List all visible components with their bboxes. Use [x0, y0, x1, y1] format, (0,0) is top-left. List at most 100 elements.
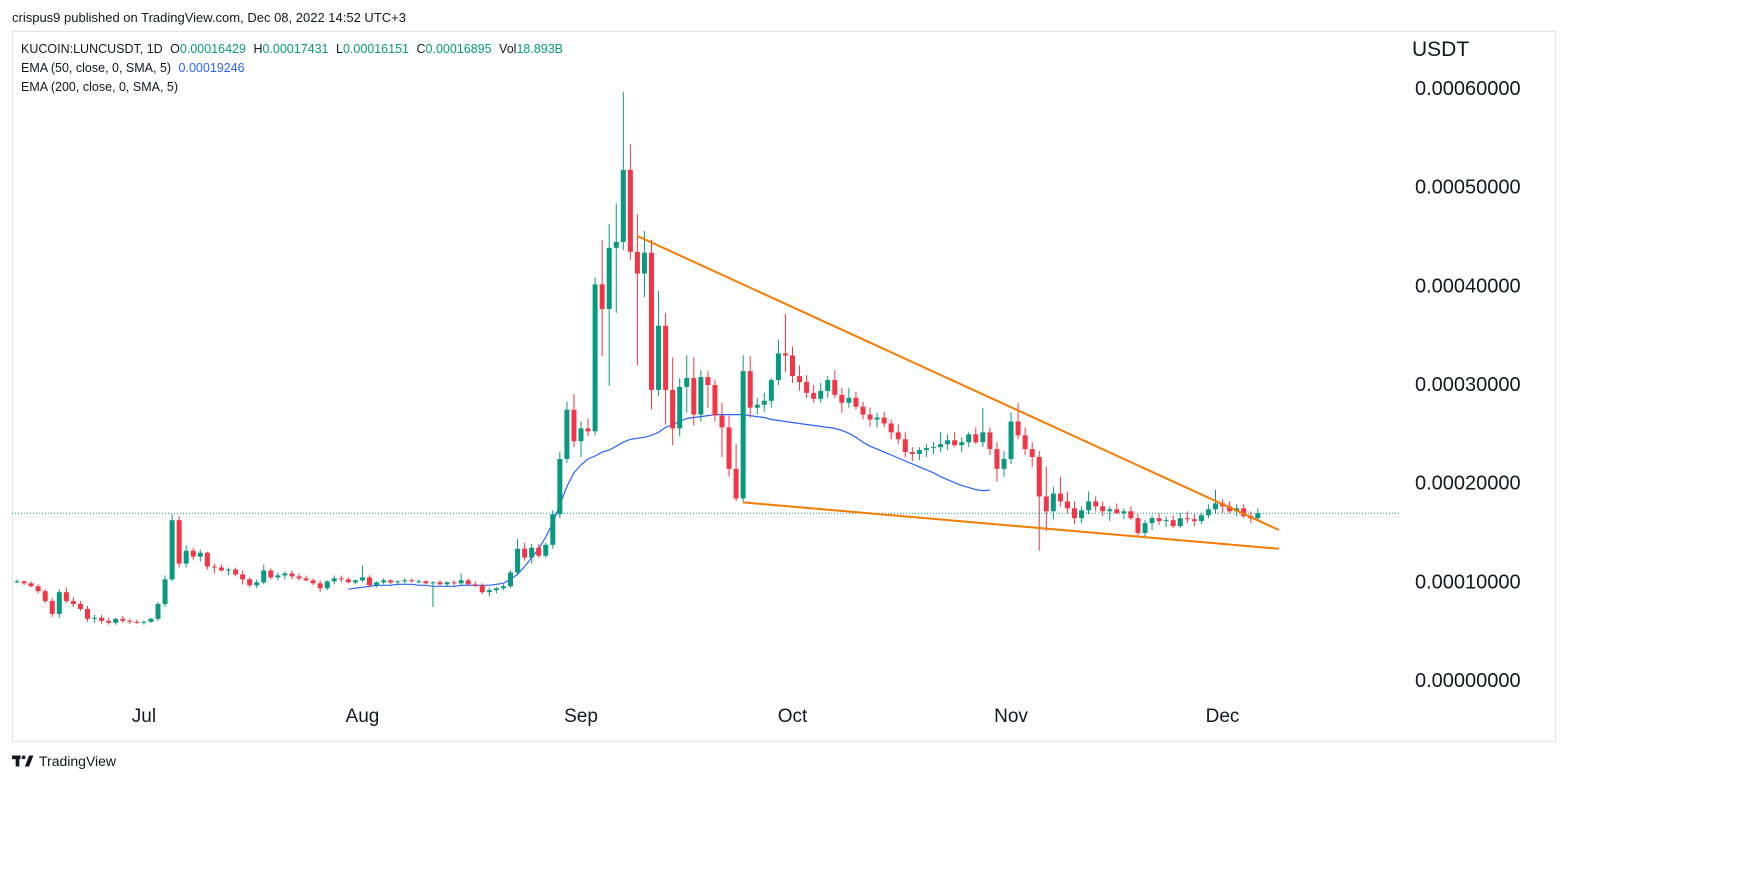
candle-body: [92, 617, 98, 619]
publisher-caption: crispus9 published on TradingView.com, D…: [12, 10, 406, 25]
candle-body: [1015, 421, 1021, 436]
candle-body: [641, 252, 647, 274]
candle: [606, 224, 612, 386]
candle-body: [895, 432, 901, 440]
candle: [42, 589, 48, 604]
candle: [500, 584, 506, 591]
candle-body: [226, 569, 231, 571]
candle: [1241, 504, 1247, 519]
candle-body: [233, 569, 239, 575]
candle: [557, 452, 563, 519]
candle: [275, 572, 281, 581]
candle-body: [1191, 519, 1197, 522]
candle: [768, 378, 774, 408]
candle-body: [606, 247, 612, 310]
candle-body: [1057, 493, 1063, 502]
candle: [909, 447, 915, 461]
candle-body: [1043, 496, 1049, 512]
candle-body: [733, 468, 739, 499]
candle-body: [120, 618, 126, 621]
legend-high-label: H: [253, 42, 263, 56]
candle-body: [508, 572, 513, 587]
candle: [233, 567, 239, 577]
candle-body: [352, 580, 358, 583]
candle: [113, 617, 119, 625]
candle: [952, 432, 958, 448]
candle-body: [183, 550, 189, 564]
legend-open-value: 0.00016429: [179, 42, 246, 56]
candle: [451, 580, 457, 586]
legend-ema200-label: EMA (200, close, 0, SMA, 5): [21, 80, 179, 94]
candle: [289, 570, 295, 580]
candle-body: [1128, 511, 1134, 519]
candle: [656, 291, 662, 396]
candle: [634, 214, 640, 366]
candle-body: [860, 406, 866, 415]
candle-body: [825, 380, 831, 391]
legend-ema50-row[interactable]: EMA (50, close, 0, SMA, 5) 0.00019246: [21, 59, 563, 78]
candle: [1015, 402, 1021, 440]
candle-body: [1135, 518, 1141, 533]
candle: [148, 617, 154, 623]
candle-body: [613, 241, 619, 248]
candle: [1093, 496, 1099, 512]
candle-body: [1149, 518, 1155, 524]
candle-body: [592, 284, 598, 432]
candle: [141, 620, 147, 625]
candle-body: [881, 417, 887, 424]
candle-body: [980, 432, 986, 443]
candle-body: [1107, 509, 1113, 512]
price-scale-currency[interactable]: USDT: [1412, 38, 1470, 61]
legend-symbol[interactable]: KUCOIN:LUNCUSDT, 1D: [21, 42, 163, 56]
candle: [698, 370, 704, 422]
candle-body: [49, 601, 55, 614]
candle: [1029, 442, 1035, 467]
candle: [56, 589, 62, 618]
candle: [352, 579, 358, 585]
candle: [790, 346, 795, 384]
candle: [465, 578, 471, 586]
candle-body: [782, 353, 788, 356]
chart-frame[interactable]: [12, 31, 1556, 742]
candle-body: [430, 582, 436, 584]
candle-body: [77, 604, 83, 609]
candle: [1255, 508, 1261, 521]
candle-body: [649, 252, 654, 390]
candles-layer: [14, 91, 1261, 625]
candle: [85, 606, 90, 622]
candle-body: [388, 580, 394, 583]
footer-brand[interactable]: TradingView: [12, 753, 116, 769]
candle-body: [324, 581, 330, 589]
candle: [282, 571, 288, 580]
candle: [345, 577, 351, 584]
candle-body: [1227, 506, 1233, 512]
candle-body: [500, 586, 506, 589]
candle-body: [966, 434, 972, 443]
candle: [641, 231, 647, 298]
candle-body: [240, 574, 246, 580]
candle: [754, 397, 760, 415]
candle: [472, 581, 478, 588]
candle-body: [1093, 501, 1099, 507]
candle: [120, 615, 126, 623]
candle-body: [811, 392, 817, 399]
candle-body: [663, 325, 669, 390]
candle-body: [1001, 458, 1007, 469]
candle-body: [1029, 449, 1035, 458]
candle-body: [1213, 503, 1218, 510]
candle-body: [472, 584, 478, 586]
candle-body: [938, 444, 944, 448]
candle-body: [338, 578, 344, 580]
candle: [522, 542, 528, 561]
candle: [536, 543, 542, 558]
legend-ema200-row[interactable]: EMA (200, close, 0, SMA, 5): [21, 78, 563, 97]
candle: [423, 580, 429, 585]
candle-body: [853, 397, 859, 407]
candle: [895, 424, 901, 445]
candle-body: [1114, 509, 1120, 514]
candle: [733, 444, 739, 502]
candle: [620, 91, 626, 250]
candle: [564, 401, 570, 463]
candle-body: [211, 566, 217, 568]
